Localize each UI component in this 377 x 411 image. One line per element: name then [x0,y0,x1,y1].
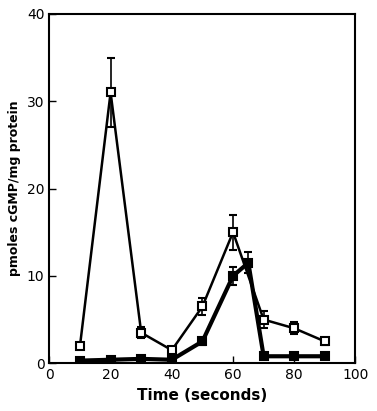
X-axis label: Time (seconds): Time (seconds) [137,388,268,403]
Y-axis label: pmoles cGMP/mg protein: pmoles cGMP/mg protein [8,101,21,276]
